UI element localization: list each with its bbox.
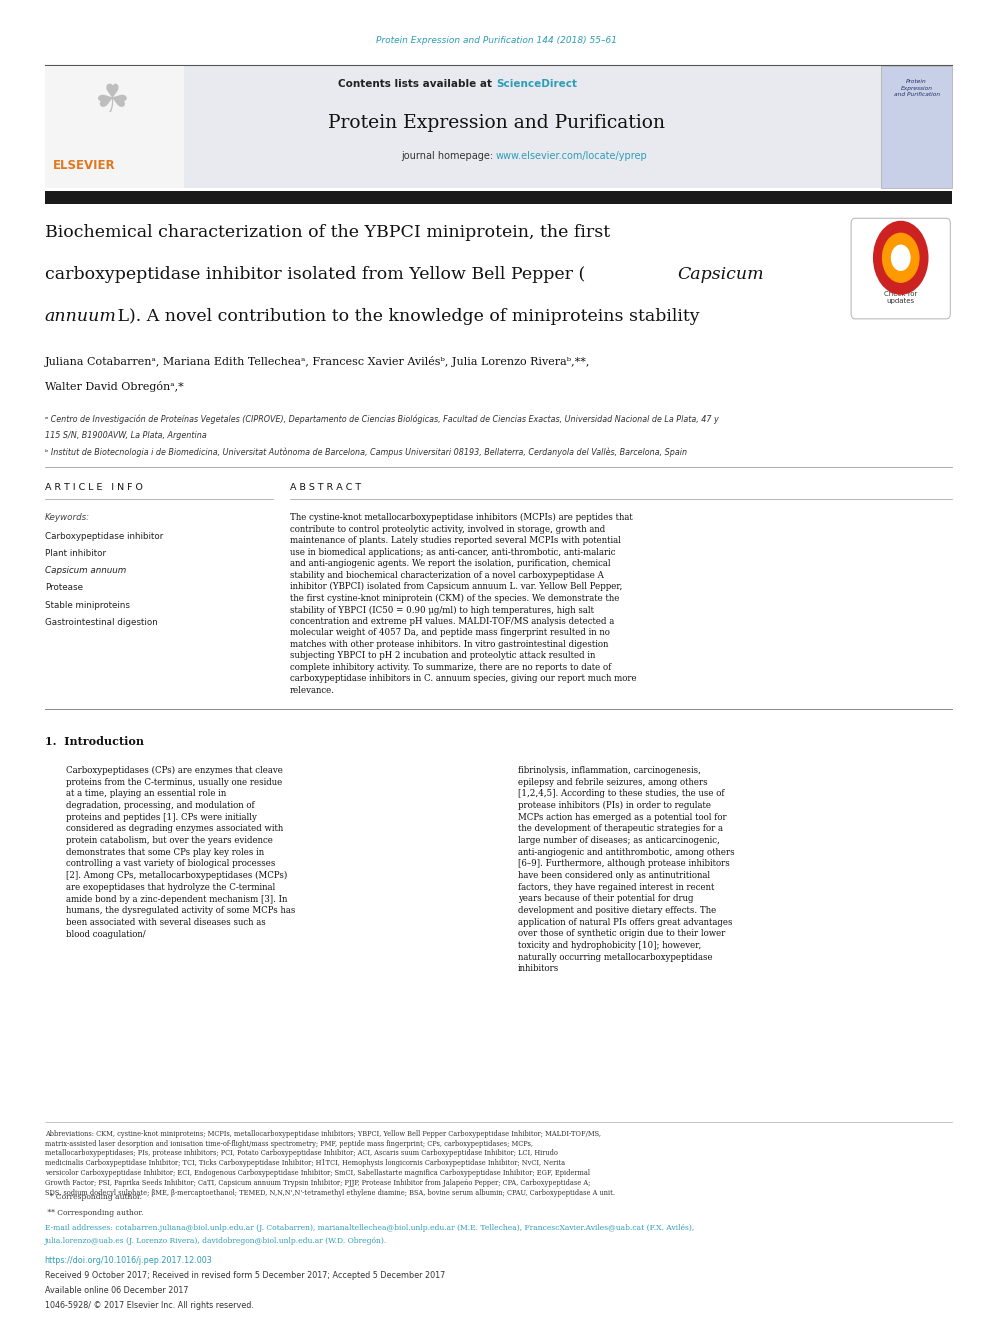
Circle shape xyxy=(891,245,911,271)
Text: ☘: ☘ xyxy=(94,82,130,120)
Bar xyxy=(45,66,184,188)
Text: Protease: Protease xyxy=(45,583,82,593)
Text: Stable miniproteins: Stable miniproteins xyxy=(45,601,130,610)
Text: Juliana Cotabarrenᵃ, Mariana Edith Tellecheaᵃ, Francesc Xavier Avilésᵇ, Julia Lo: Juliana Cotabarrenᵃ, Mariana Edith Telle… xyxy=(45,356,590,366)
Bar xyxy=(45,191,952,204)
Text: annuum: annuum xyxy=(45,308,116,325)
Text: A B S T R A C T: A B S T R A C T xyxy=(290,483,361,492)
Text: www.elsevier.com/locate/yprep: www.elsevier.com/locate/yprep xyxy=(496,151,648,161)
Text: 115 S/N, B1900AVW, La Plata, Argentina: 115 S/N, B1900AVW, La Plata, Argentina xyxy=(45,431,206,441)
Bar xyxy=(45,66,952,188)
Text: journal homepage:: journal homepage: xyxy=(401,151,496,161)
Text: ᵇ Institut de Biotecnologia i de Biomedicina, Universitat Autònoma de Barcelona,: ᵇ Institut de Biotecnologia i de Biomedi… xyxy=(45,447,686,456)
Text: fibrinolysis, inflammation, carcinogenesis,
epilepsy and febrile seizures, among: fibrinolysis, inflammation, carcinogenes… xyxy=(518,766,734,974)
Text: https://doi.org/10.1016/j.pep.2017.12.003: https://doi.org/10.1016/j.pep.2017.12.00… xyxy=(45,1256,212,1265)
Text: Keywords:: Keywords: xyxy=(45,513,89,523)
Text: ScienceDirect: ScienceDirect xyxy=(496,79,577,90)
Text: ** Corresponding author.: ** Corresponding author. xyxy=(45,1209,143,1217)
FancyBboxPatch shape xyxy=(851,218,950,319)
Text: Carboxypeptidase inhibitor: Carboxypeptidase inhibitor xyxy=(45,532,163,541)
Text: carboxypeptidase inhibitor isolated from Yellow Bell Pepper (: carboxypeptidase inhibitor isolated from… xyxy=(45,266,585,283)
Text: Protein
Expression
and Purification: Protein Expression and Purification xyxy=(894,79,939,97)
Text: 1046-5928/ © 2017 Elsevier Inc. All rights reserved.: 1046-5928/ © 2017 Elsevier Inc. All righ… xyxy=(45,1301,254,1310)
Text: E-mail addresses: cotabarren.juliana@biol.unlp.edu.ar (J. Cotabarren), marianalt: E-mail addresses: cotabarren.juliana@bio… xyxy=(45,1224,693,1232)
Circle shape xyxy=(873,221,929,295)
Text: Available online 06 December 2017: Available online 06 December 2017 xyxy=(45,1286,188,1295)
Text: ELSEVIER: ELSEVIER xyxy=(53,159,115,172)
Text: A R T I C L E   I N F O: A R T I C L E I N F O xyxy=(45,483,143,492)
Text: 1.  Introduction: 1. Introduction xyxy=(45,736,144,746)
Text: ᵃ Centro de Investigación de Proteínas Vegetales (CIPROVE), Departamento de Cien: ᵃ Centro de Investigación de Proteínas V… xyxy=(45,414,718,423)
Text: * Corresponding author.: * Corresponding author. xyxy=(45,1193,142,1201)
Text: The cystine-knot metallocarboxypeptidase inhibitors (MCPIs) are peptides that
co: The cystine-knot metallocarboxypeptidase… xyxy=(290,513,636,695)
Text: Capsicum: Capsicum xyxy=(678,266,764,283)
Text: Protein Expression and Purification 144 (2018) 55–61: Protein Expression and Purification 144 … xyxy=(376,36,616,45)
Text: julia.lorenzo@uab.es (J. Lorenzo Rivera), davidobregon@biol.unlp.edu.ar (W.D. Ob: julia.lorenzo@uab.es (J. Lorenzo Rivera)… xyxy=(45,1237,387,1245)
Text: Carboxypeptidases (CPs) are enzymes that cleave
proteins from the C-terminus, us: Carboxypeptidases (CPs) are enzymes that… xyxy=(66,766,296,938)
Text: Gastrointestinal digestion: Gastrointestinal digestion xyxy=(45,618,158,627)
Bar xyxy=(881,66,952,188)
Text: Capsicum annuum: Capsicum annuum xyxy=(45,566,126,576)
Text: Check for
updates: Check for updates xyxy=(884,291,918,304)
Text: Plant inhibitor: Plant inhibitor xyxy=(45,549,106,558)
Text: Biochemical characterization of the YBPCI miniprotein, the first: Biochemical characterization of the YBPC… xyxy=(45,224,610,241)
Text: Contents lists available at: Contents lists available at xyxy=(338,79,496,90)
Text: Abbreviations: CKM, cystine-knot miniproteins; MCPIs, metallocarboxypeptidase in: Abbreviations: CKM, cystine-knot minipro… xyxy=(45,1130,615,1196)
Circle shape xyxy=(882,233,920,283)
Text: Received 9 October 2017; Received in revised form 5 December 2017; Accepted 5 De: Received 9 October 2017; Received in rev… xyxy=(45,1271,444,1281)
Text: L). A novel contribution to the knowledge of miniproteins stability: L). A novel contribution to the knowledg… xyxy=(112,308,699,325)
Text: Protein Expression and Purification: Protein Expression and Purification xyxy=(327,114,665,132)
Text: Walter David Obregónᵃ,*: Walter David Obregónᵃ,* xyxy=(45,381,184,392)
